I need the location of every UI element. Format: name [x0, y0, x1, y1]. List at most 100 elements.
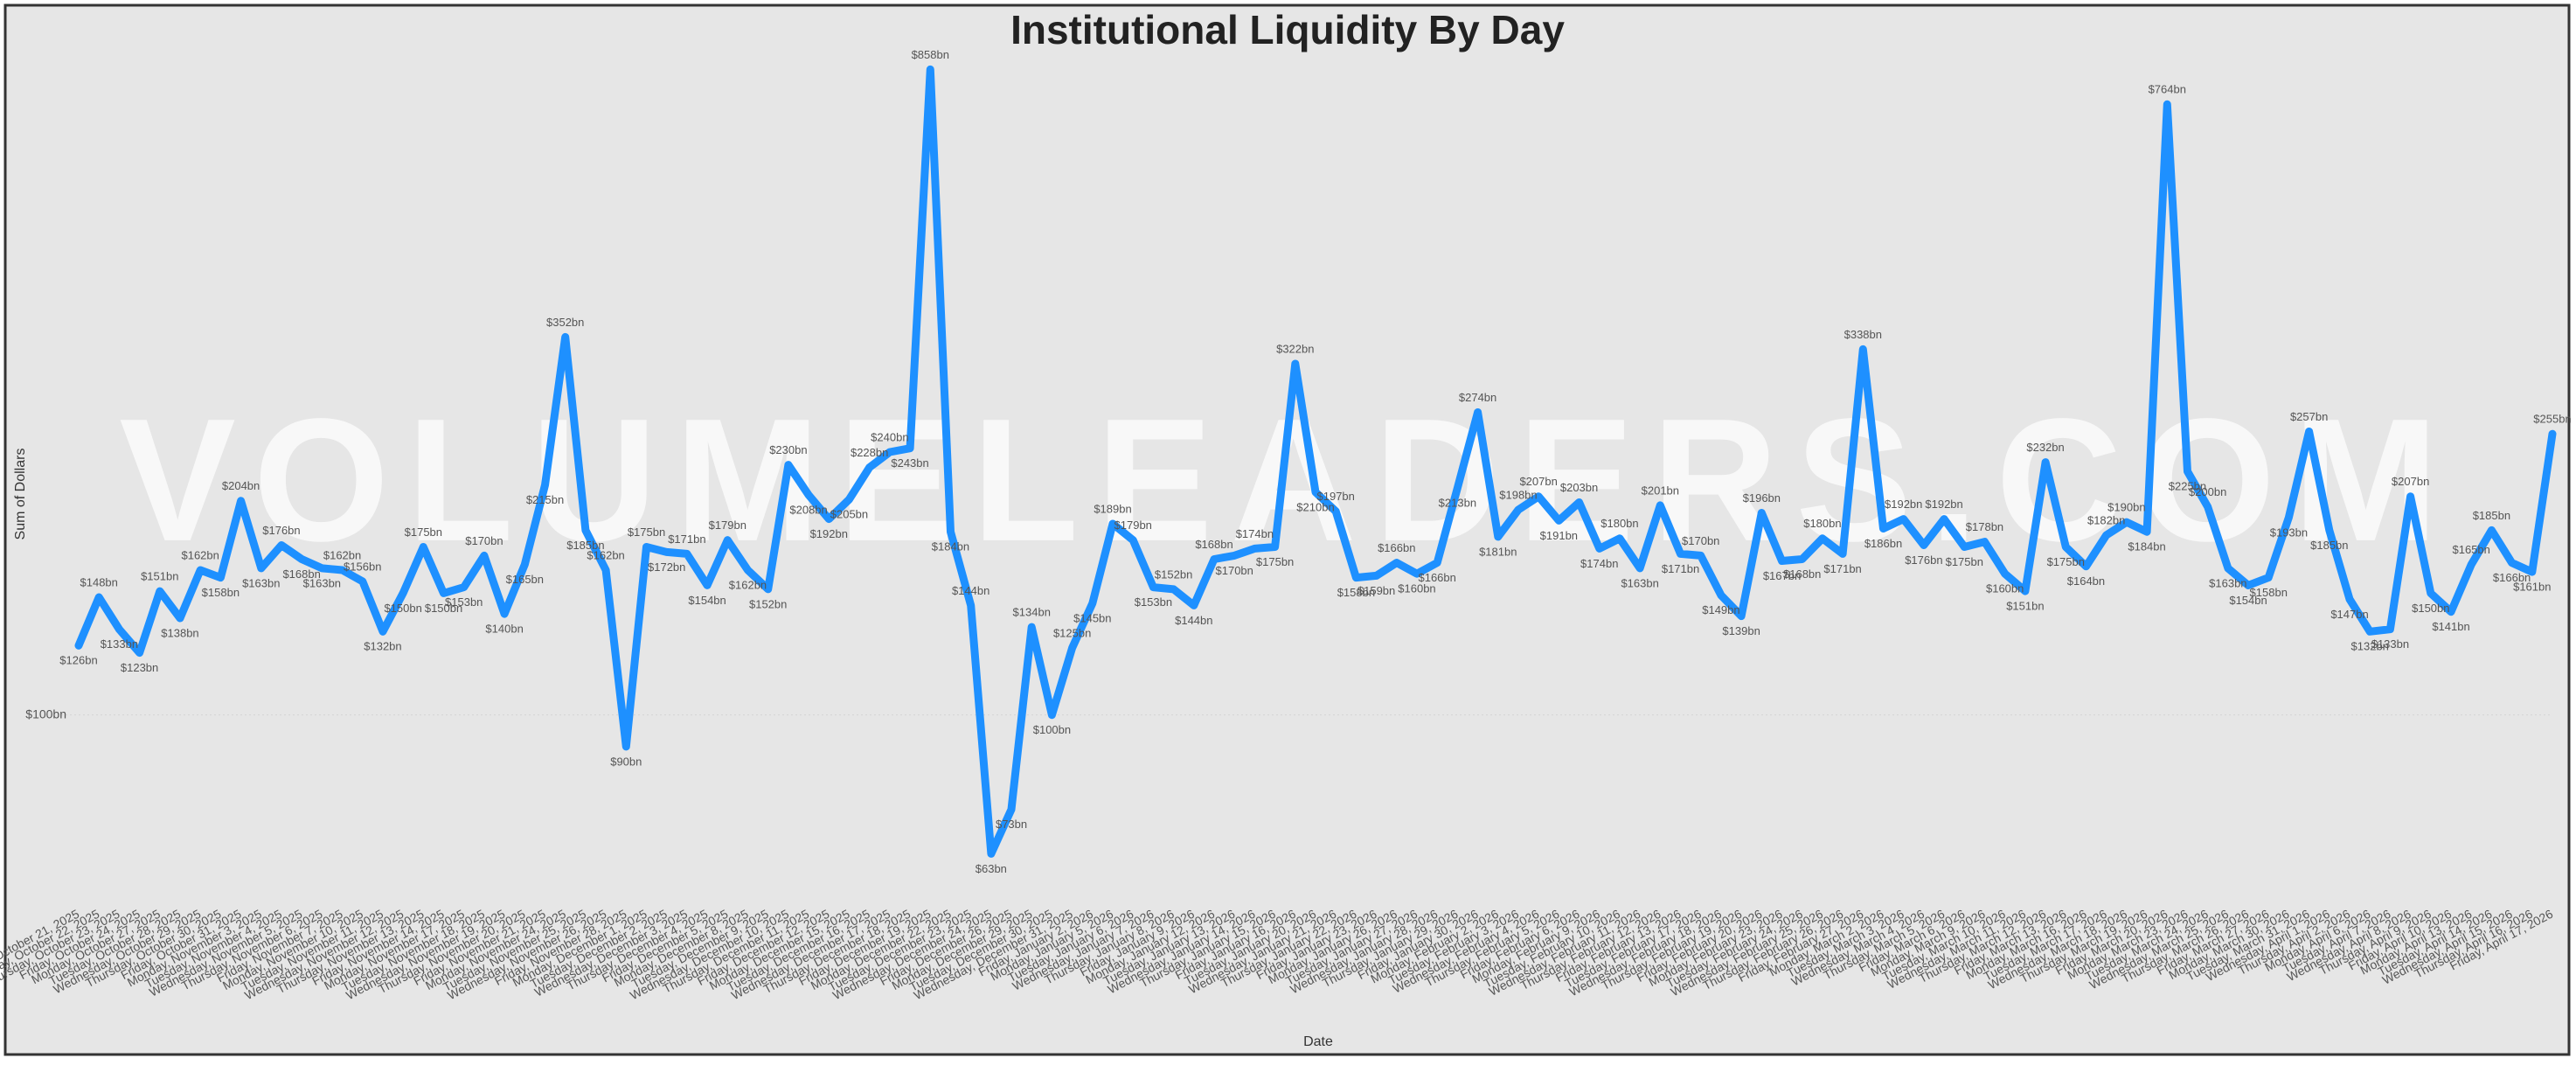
data-label: $170bn	[1216, 564, 1253, 577]
data-label: $182bn	[2087, 513, 2125, 526]
data-label: $184bn	[932, 540, 969, 553]
data-label: $154bn	[688, 594, 726, 607]
data-label: $153bn	[1135, 595, 1172, 609]
data-label: $166bn	[1378, 541, 1415, 554]
data-label: $168bn	[1783, 567, 1821, 581]
data-label: $274bn	[1459, 391, 1496, 404]
data-label: $138bn	[161, 626, 198, 639]
data-label: $125bn	[1053, 626, 1091, 639]
data-label: $192bn	[810, 527, 848, 540]
data-label: $257bn	[2290, 410, 2328, 423]
data-label: $165bn	[506, 573, 544, 586]
data-label: $204bn	[222, 479, 260, 492]
data-label: $153bn	[445, 595, 483, 609]
data-label: $175bn	[628, 526, 665, 539]
data-label: $126bn	[59, 654, 97, 667]
data-label: $207bn	[1519, 475, 1557, 488]
data-label: $228bn	[851, 446, 888, 459]
data-label: $163bn	[303, 576, 341, 589]
data-label: $201bn	[1642, 484, 1679, 497]
data-label: $139bn	[1722, 624, 1760, 637]
data-label: $163bn	[242, 576, 280, 589]
data-label: $63bn	[976, 862, 1007, 875]
data-label: $213bn	[1439, 496, 1476, 509]
data-label: $158bn	[1337, 586, 1375, 599]
data-label: $179bn	[709, 519, 746, 532]
data-label: $203bn	[1560, 481, 1598, 494]
data-label: $172bn	[648, 560, 685, 574]
data-label: $166bn	[1418, 571, 1455, 584]
data-label: $215bn	[526, 493, 564, 506]
data-label: $167bn	[1763, 569, 1801, 582]
data-label: $152bn	[1155, 567, 1192, 581]
data-label: $132bn	[364, 640, 401, 653]
data-label: $322bn	[1276, 342, 1314, 355]
data-label: $196bn	[1743, 491, 1781, 505]
data-label: $170bn	[465, 534, 503, 547]
data-label: $180bn	[1600, 517, 1638, 530]
y-tick-label: $100bn	[25, 707, 66, 720]
data-label: $210bn	[1296, 500, 1334, 513]
data-label: $160bn	[1398, 582, 1435, 595]
data-label: $171bn	[668, 532, 705, 546]
data-label: $232bn	[2026, 441, 2064, 454]
data-label: $175bn	[405, 526, 442, 539]
data-label: $170bn	[1682, 534, 1719, 547]
data-label: $164bn	[2067, 574, 2105, 588]
data-label: $181bn	[1479, 545, 1517, 558]
data-label: $175bn	[1256, 555, 1294, 568]
data-label: $176bn	[262, 524, 300, 537]
data-label: $174bn	[1236, 527, 1274, 540]
data-label: $163bn	[2209, 576, 2246, 589]
data-label: $132bn	[2351, 640, 2389, 653]
data-label: $174bn	[1580, 557, 1618, 570]
data-label: $171bn	[1823, 562, 1861, 575]
data-label: $175bn	[2047, 555, 2085, 568]
data-label: $151bn	[141, 570, 178, 583]
data-label: $90bn	[610, 755, 642, 768]
data-label: $192bn	[1885, 498, 1922, 511]
data-label: $151bn	[2006, 600, 2044, 613]
data-label: $255bn	[2533, 413, 2571, 426]
data-label: $352bn	[546, 316, 584, 329]
data-label: $186bn	[1864, 537, 1902, 550]
data-label: $197bn	[1317, 490, 1355, 503]
data-label: $178bn	[1966, 520, 2003, 533]
data-label: $193bn	[2270, 526, 2308, 539]
data-label: $140bn	[485, 623, 523, 636]
data-label: $162bn	[729, 578, 767, 591]
chart-title: Institutional Liquidity By Day	[1010, 7, 1565, 52]
data-label: $168bn	[282, 567, 320, 581]
data-label: $198bn	[1499, 488, 1537, 501]
data-label: $162bn	[587, 548, 624, 561]
data-label: $175bn	[1946, 555, 1983, 568]
data-label: $200bn	[2189, 485, 2226, 498]
data-label: $150bn	[384, 602, 421, 615]
data-label: $152bn	[749, 597, 787, 610]
data-label: $134bn	[1013, 606, 1051, 619]
data-label: $207bn	[2392, 475, 2429, 488]
data-label: $179bn	[1114, 519, 1152, 532]
data-label: $184bn	[2128, 540, 2165, 553]
data-label: $205bn	[830, 508, 868, 521]
data-label: $149bn	[1702, 603, 1739, 616]
data-label: $156bn	[344, 560, 381, 573]
data-label: $100bn	[1033, 723, 1071, 736]
data-label: $230bn	[769, 443, 807, 456]
data-label: $73bn	[996, 818, 1027, 831]
data-label: $764bn	[2149, 83, 2186, 96]
data-label: $165bn	[2453, 543, 2490, 556]
y-axis-title: Sum of Dollars	[13, 449, 28, 540]
data-label: $123bn	[121, 661, 158, 674]
data-label: $185bn	[2473, 509, 2510, 522]
data-label: $150bn	[2412, 602, 2449, 615]
data-label: $208bn	[789, 504, 827, 517]
data-label: $133bn	[101, 637, 138, 651]
x-axis-title: Date	[1303, 1034, 1333, 1049]
data-label: $171bn	[1662, 562, 1699, 575]
data-label: $163bn	[1621, 576, 1658, 589]
data-label: $192bn	[1925, 498, 1962, 511]
data-label: $168bn	[1195, 538, 1232, 551]
data-label: $176bn	[1905, 553, 1942, 567]
